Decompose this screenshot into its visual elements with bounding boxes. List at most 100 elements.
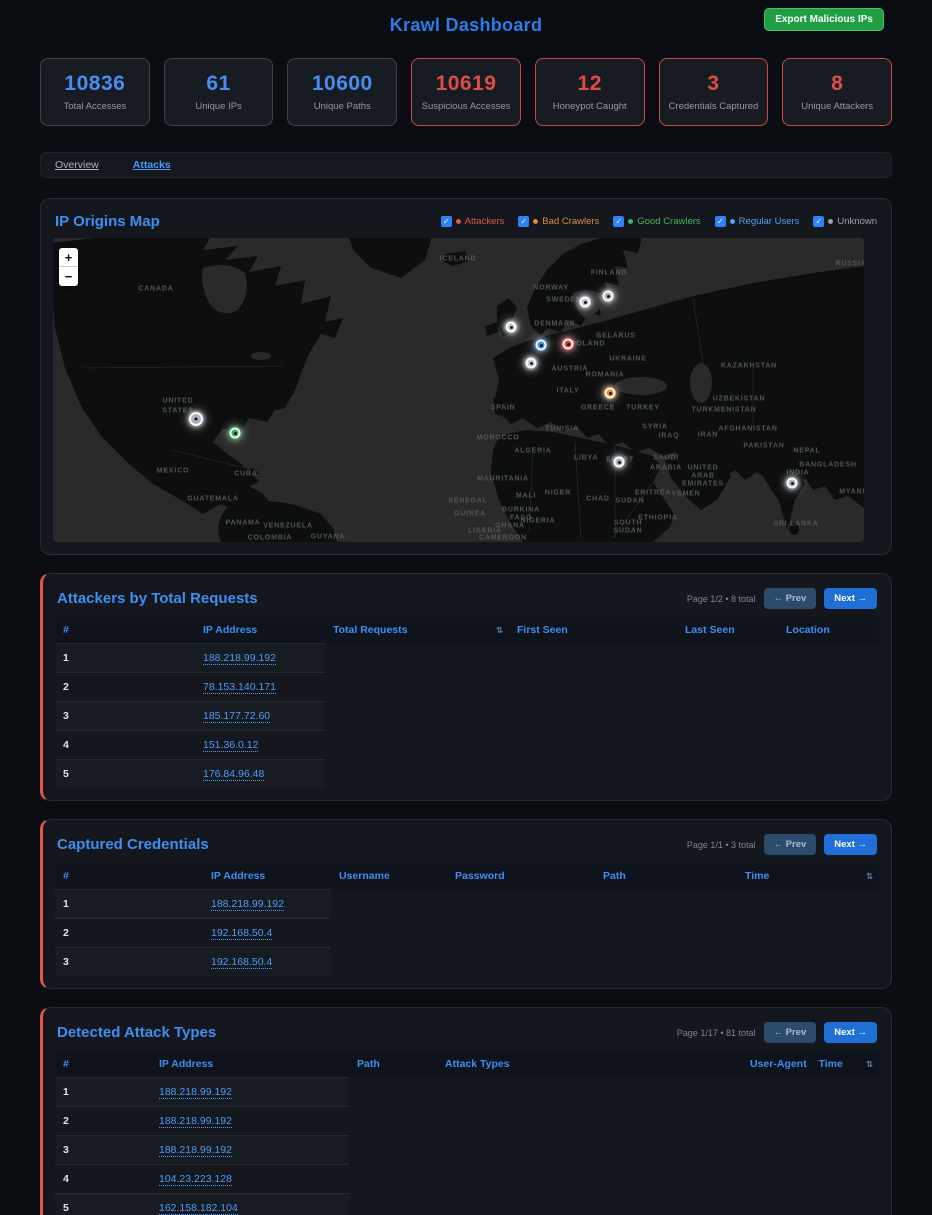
column-header: Total Requests ⇅ xyxy=(325,617,509,644)
next-page-button[interactable]: Next → xyxy=(824,1022,877,1043)
legend-item: ✓ Regular Users xyxy=(714,216,800,227)
column-header-label: Time xyxy=(745,870,770,883)
zoom-in-button[interactable]: + xyxy=(59,248,78,267)
ip-address-link[interactable]: 192.168.50.4 xyxy=(211,927,273,940)
pagination: Page 1/1 • 3 total ← Prev Next → xyxy=(687,834,877,855)
column-header: Attack Types xyxy=(437,1051,742,1078)
column-header: # xyxy=(55,617,195,644)
column-header: # xyxy=(55,1051,151,1078)
ip-address-link[interactable]: 78.153.140.171 xyxy=(203,681,276,694)
map-legend: ✓ Attackers ✓ Bad Crawlers ✓ Good Crawle… xyxy=(440,216,877,227)
land-ireland xyxy=(485,322,499,336)
map-marker[interactable] xyxy=(786,477,798,489)
stat-card: 12 Honeypot Caught xyxy=(534,58,645,126)
land-iberia xyxy=(493,393,531,420)
stat-card: 10619 Suspicious Accesses xyxy=(411,58,521,126)
stat-label: Unique Attackers xyxy=(801,101,874,112)
sort-icon[interactable]: ⇅ xyxy=(865,871,873,881)
ip-address-link[interactable]: 162.158.182.104 xyxy=(159,1202,238,1215)
tab-bar: Overview Attacks xyxy=(40,152,892,178)
export-malicious-ips-button[interactable]: Export Malicious IPs xyxy=(764,8,884,31)
hudson-bay xyxy=(202,264,247,314)
prev-page-button[interactable]: ← Prev xyxy=(763,1022,817,1043)
column-header-label: Path xyxy=(357,1058,380,1071)
map-marker[interactable] xyxy=(613,456,625,468)
next-page-button[interactable]: Next → xyxy=(824,834,877,855)
map-marker[interactable] xyxy=(525,357,537,369)
ip-address-link[interactable]: 176.84.96.48 xyxy=(203,768,265,781)
ip-cell: 188.218.99.192 xyxy=(151,1106,349,1136)
table-row: 2 192.168.50.4 xyxy=(55,918,879,948)
column-header: First Seen xyxy=(509,617,677,644)
legend-dot-icon xyxy=(828,219,834,224)
legend-checkbox[interactable]: ✓ xyxy=(440,216,452,227)
land-arabia xyxy=(665,452,731,510)
ip-cell: 192.168.50.4 xyxy=(203,918,331,948)
map-title: IP Origins Map xyxy=(55,213,160,230)
page-info: Page 1/17 • 81 total xyxy=(676,1027,756,1038)
column-header: Location xyxy=(778,617,879,644)
land-iceland xyxy=(443,251,469,266)
sort-icon[interactable]: ⇅ xyxy=(495,625,503,635)
ip-address-link[interactable]: 185.177.72.60 xyxy=(203,710,271,723)
row-number-cell: 2 xyxy=(55,918,203,948)
column-header-label: Password xyxy=(455,870,505,883)
ip-address-link[interactable]: 188.218.99.192 xyxy=(159,1115,232,1128)
legend-checkbox[interactable]: ✓ xyxy=(813,216,825,227)
legend-checkbox[interactable]: ✓ xyxy=(518,216,530,227)
table-card-header: Captured Credentials Page 1/1 • 3 total … xyxy=(55,832,879,855)
pagination: Page 1/17 • 81 total ← Prev Next → xyxy=(677,1022,877,1043)
ip-address-link[interactable]: 104.23.223.128 xyxy=(159,1173,232,1186)
world-map[interactable]: CANADA UNITED STATES MEXICO CUBA GUATEMALA PAN… xyxy=(53,238,864,542)
ip-address-link[interactable]: 188.218.99.192 xyxy=(211,898,284,911)
zoom-out-button[interactable]: − xyxy=(64,269,73,284)
legend-item: ✓ Bad Crawlers xyxy=(518,216,599,227)
ip-cell: 151.36.0.12 xyxy=(195,730,325,760)
column-header: Path xyxy=(349,1051,437,1078)
land-cuba xyxy=(233,468,260,476)
ip-cell: 162.158.182.104 xyxy=(151,1193,349,1215)
prev-page-button[interactable]: ← Prev xyxy=(763,588,817,609)
header: Krawl Dashboard Export Malicious IPs xyxy=(40,6,892,44)
ip-address-link[interactable]: 188.218.99.192 xyxy=(159,1144,232,1157)
map-marker[interactable] xyxy=(602,290,614,302)
column-header-label: Path xyxy=(603,870,626,883)
stat-card: 10600 Unique Paths xyxy=(287,58,398,126)
legend-checkbox[interactable]: ✓ xyxy=(714,216,726,227)
legend-dot-icon xyxy=(455,219,461,224)
map-marker[interactable] xyxy=(229,427,241,439)
map-marker[interactable] xyxy=(562,338,574,350)
stat-value: 61 xyxy=(206,72,231,95)
tab-link[interactable]: Attacks xyxy=(132,159,171,171)
legend-item: ✓ Unknown xyxy=(813,216,877,227)
prev-page-button[interactable]: ← Prev xyxy=(763,834,817,855)
land-greenland xyxy=(349,238,432,278)
ip-cell: 188.218.99.192 xyxy=(195,643,325,673)
map-marker[interactable] xyxy=(579,296,591,308)
caspian-sea xyxy=(690,363,712,403)
table-head: # IP Address Total Requests ⇅ First Seen Last… xyxy=(55,617,879,644)
land-north-america xyxy=(53,238,343,514)
legend-label: Regular Users xyxy=(738,216,800,227)
map-marker[interactable] xyxy=(505,321,517,333)
ip-address-link[interactable]: 192.168.50.4 xyxy=(211,956,273,969)
column-header-label: # xyxy=(63,870,69,882)
next-page-button[interactable]: Next → xyxy=(824,588,877,609)
stat-label: Unique Paths xyxy=(313,101,371,112)
ip-address-link[interactable]: 188.218.99.192 xyxy=(203,652,276,665)
tab-link[interactable]: Overview xyxy=(55,159,99,171)
stat-card: 8 Unique Attackers xyxy=(782,58,893,126)
table-row: 2 188.218.99.192 xyxy=(55,1106,879,1136)
map-marker[interactable] xyxy=(189,412,203,426)
header-row: # IP Address Username Password Path Time ⇅ xyxy=(55,863,879,890)
sort-icon[interactable]: ⇅ xyxy=(865,1059,873,1069)
row-number-cell: 3 xyxy=(55,947,203,976)
stat-value: 3 xyxy=(707,72,720,95)
legend-checkbox[interactable]: ✓ xyxy=(613,216,625,227)
map-marker[interactable] xyxy=(535,339,547,351)
ip-address-link[interactable]: 188.218.99.192 xyxy=(159,1086,232,1099)
ip-address-link[interactable]: 151.36.0.12 xyxy=(203,739,259,752)
map-marker[interactable] xyxy=(604,387,616,399)
legend-dot-icon xyxy=(628,219,634,224)
